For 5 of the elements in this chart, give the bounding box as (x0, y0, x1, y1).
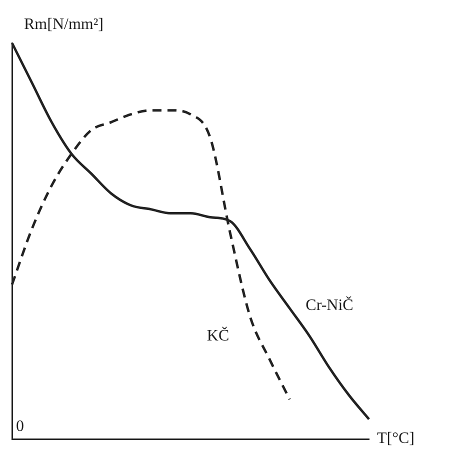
series-label: KČ (206, 326, 230, 344)
y-axis-title: Rm[N/mm²] (24, 16, 104, 34)
series-label: Cr-NiČ (306, 296, 354, 314)
annotation: 0 (16, 418, 24, 436)
x-axis-title: T[°C] (377, 430, 414, 448)
